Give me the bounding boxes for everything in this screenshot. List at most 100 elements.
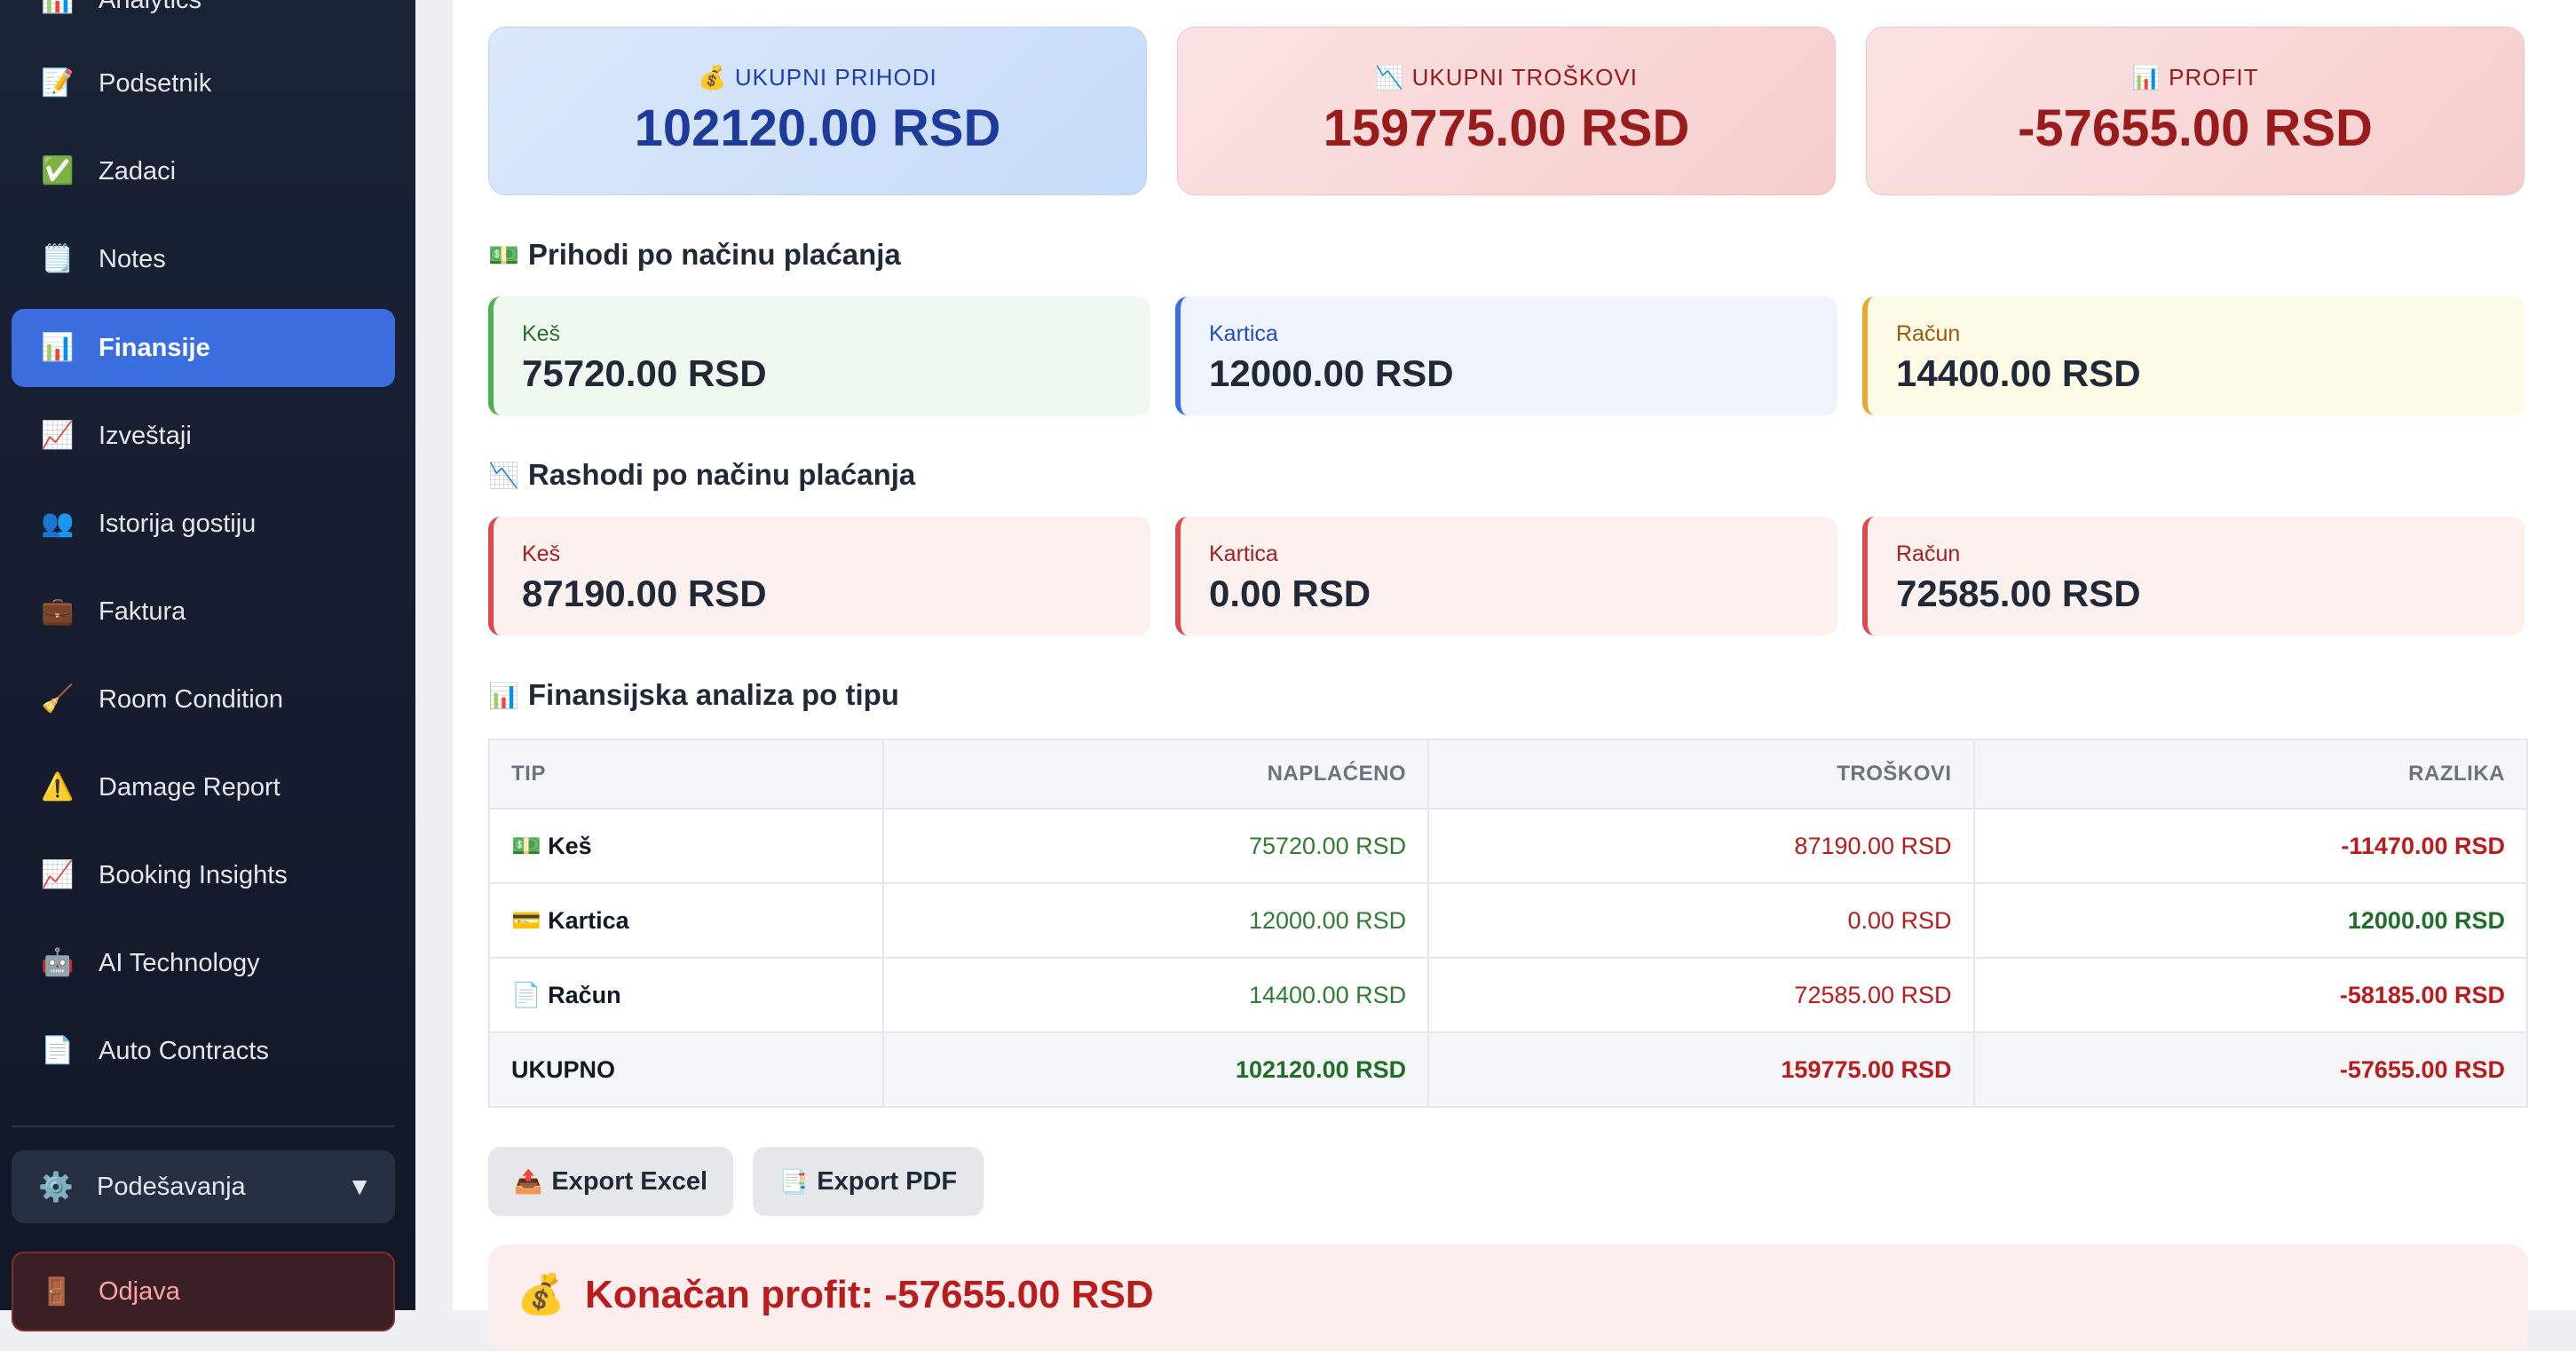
row-tip: 📄 Račun <box>488 957 884 1033</box>
row-costs: 87190.00 RSD <box>1427 808 1975 884</box>
table-header-row: TIP NAPLAĆENO TROŠKOVI RAZLIKA <box>488 739 2529 810</box>
outbox-icon: 📤 <box>513 1167 543 1195</box>
expense-cash-label: Keš <box>522 541 561 566</box>
sidebar: 📊 Analytics 📝 Podsetnik ✅ Zadaci 🗒️ Note… <box>0 0 415 1331</box>
banknote-icon: 💵 <box>488 241 519 269</box>
row-costs: 0.00 RSD <box>1427 882 1975 959</box>
final-profit-banner: 💰 Konačan profit: -57655.00 RSD <box>488 1244 2528 1351</box>
sidebar-item-podsetnik[interactable]: 📝 Podsetnik <box>12 44 395 122</box>
sidebar-item-damage-report[interactable]: ⚠️ Damage Report <box>12 748 395 826</box>
income-by-method-title: 💵 Prihodi po načinu plaćanja <box>488 238 901 271</box>
sidebar-item-label: Room Condition <box>99 684 283 714</box>
income-cash-card: Keš 75720.00 RSD <box>488 296 1150 415</box>
row-diff: -11470.00 RSD <box>1972 808 2529 884</box>
row-collected: 75720.00 RSD <box>881 808 1430 884</box>
sidebar-divider <box>12 1126 395 1127</box>
sidebar-item-label: Faktura <box>99 596 186 626</box>
total-tip: UKUPNO <box>488 1031 884 1108</box>
expenses-by-method-title: 📉 Rashodi po načinu plaćanja <box>488 458 916 491</box>
table-row: 📄 Račun 14400.00 RSD 72585.00 RSD -58185… <box>488 957 2529 1033</box>
settings-dropdown[interactable]: ⚙️ Podešavanja ▼ <box>12 1150 395 1223</box>
sidebar-item-zadaci[interactable]: ✅ Zadaci <box>12 132 395 210</box>
finance-analysis-table: TIP NAPLAĆENO TROŠKOVI RAZLIKA 💵 Keš 757… <box>488 739 2529 1108</box>
expense-card-label: Kartica <box>1209 541 1278 566</box>
document-icon: 📄 <box>511 982 541 1008</box>
caret-down-icon: ▼ <box>347 1173 372 1200</box>
column-header-diff: RAZLIKA <box>1972 739 2529 810</box>
document-icon: 📄 <box>41 1036 75 1065</box>
sidebar-item-label: Istorija gostiju <box>99 509 257 538</box>
export-excel-button[interactable]: 📤 Export Excel <box>488 1147 733 1216</box>
expense-account-label: Račun <box>1896 541 1961 566</box>
row-tip: 💵 Keš <box>488 808 884 884</box>
total-diff: -57655.00 RSD <box>1972 1031 2529 1108</box>
export-pdf-button[interactable]: 📑 Export PDF <box>753 1147 984 1216</box>
logout-button[interactable]: 🚪 Odjava <box>12 1252 395 1331</box>
expense-account-card: Račun 72585.00 RSD <box>1862 517 2525 636</box>
chart-increasing-icon: 📈 <box>41 860 75 889</box>
sidebar-item-istorija-gostiju[interactable]: 👥 Istorija gostiju <box>12 485 395 563</box>
sidebar-item-label: Podsetnik <box>99 68 212 98</box>
analysis-title: 📊 Finansijska analiza po tipu <box>488 678 899 711</box>
gear-icon: ⚙️ <box>38 1171 74 1203</box>
expense-account-value: 72585.00 RSD <box>1896 573 2141 614</box>
sidebar-item-auto-contracts[interactable]: 📄 Auto Contracts <box>12 1012 395 1090</box>
expense-cash-value: 87190.00 RSD <box>522 573 767 614</box>
sidebar-item-label: Damage Report <box>99 772 281 802</box>
sidebar-item-notes[interactable]: 🗒️ Notes <box>12 220 395 298</box>
income-account-card: Račun 14400.00 RSD <box>1862 296 2525 415</box>
memo-icon: 📝 <box>41 68 75 98</box>
expense-cash-card: Keš 87190.00 RSD <box>488 517 1150 636</box>
row-tip: 💳 Kartica <box>488 882 884 959</box>
robot-icon: 🤖 <box>41 948 75 977</box>
document-icon: 📑 <box>778 1167 809 1195</box>
income-account-label: Račun <box>1896 321 1961 346</box>
sidebar-item-label: Izveštaji <box>99 421 192 450</box>
sidebar-item-izvestaji[interactable]: 📈 Izveštaji <box>12 397 395 475</box>
income-card-card: Kartica 12000.00 RSD <box>1175 296 1837 415</box>
warning-icon: ⚠️ <box>41 772 75 802</box>
briefcase-icon: 💼 <box>41 596 75 626</box>
table-total-row: UKUPNO 102120.00 RSD 159775.00 RSD -5765… <box>488 1031 2529 1108</box>
table-row: 💳 Kartica 12000.00 RSD 0.00 RSD 12000.00… <box>488 882 2529 959</box>
sidebar-item-ai-technology[interactable]: 🤖 AI Technology <box>12 924 395 1002</box>
profit-value: -57655.00 RSD <box>2018 99 2373 157</box>
sidebar-item-label: AI Technology <box>99 948 260 977</box>
sidebar-item-label: Auto Contracts <box>99 1036 269 1065</box>
final-profit-text: Konačan profit: -57655.00 RSD <box>585 1273 1154 1316</box>
broom-icon: 🧹 <box>41 684 75 714</box>
sidebar-item-label: Finansije <box>99 333 210 362</box>
row-diff: -58185.00 RSD <box>1972 957 2529 1033</box>
expense-card-card: Kartica 0.00 RSD <box>1175 517 1837 636</box>
sidebar-item-analytics[interactable]: 📊 Analytics <box>12 0 395 39</box>
row-collected: 14400.00 RSD <box>881 957 1430 1033</box>
row-costs: 72585.00 RSD <box>1427 957 1975 1033</box>
income-cash-label: Keš <box>522 321 561 346</box>
credit-card-icon: 💳 <box>511 907 541 934</box>
bar-chart-icon: 📊 <box>40 0 75 18</box>
sidebar-item-booking-insights[interactable]: 📈 Booking Insights <box>12 836 395 914</box>
total-income-label: 💰 UKUPNI PRIHODI <box>698 64 937 91</box>
sidebar-item-label: Notes <box>99 244 166 273</box>
chart-decreasing-icon: 📉 <box>488 461 519 489</box>
column-header-tip: TIP <box>488 739 884 810</box>
people-icon: 👥 <box>41 509 75 538</box>
profit-card: 📊 PROFIT -57655.00 RSD <box>1866 27 2525 195</box>
banknote-icon: 💵 <box>511 833 541 859</box>
total-costs: 159775.00 RSD <box>1427 1031 1975 1108</box>
sidebar-item-faktura[interactable]: 💼 Faktura <box>12 573 395 651</box>
sidebar-item-room-condition[interactable]: 🧹 Room Condition <box>12 660 395 739</box>
expense-card-value: 0.00 RSD <box>1209 573 1371 614</box>
total-income-card: 💰 UKUPNI PRIHODI 102120.00 RSD <box>488 27 1147 195</box>
total-expenses-card: 📉 UKUPNI TROŠKOVI 159775.00 RSD <box>1177 27 1836 195</box>
row-collected: 12000.00 RSD <box>881 882 1430 959</box>
total-income-value: 102120.00 RSD <box>634 99 1001 157</box>
profit-label: 📊 PROFIT <box>2131 64 2259 91</box>
door-icon: 🚪 <box>40 1276 74 1307</box>
bar-chart-icon: 📊 <box>41 333 75 362</box>
settings-label: Podešavanja <box>97 1172 246 1201</box>
sidebar-item-finansije[interactable]: 📊 Finansije <box>12 309 395 387</box>
sidebar-item-label: Zadaci <box>99 156 177 186</box>
row-diff: 12000.00 RSD <box>1972 882 2529 959</box>
logout-label: Odjava <box>99 1276 180 1306</box>
